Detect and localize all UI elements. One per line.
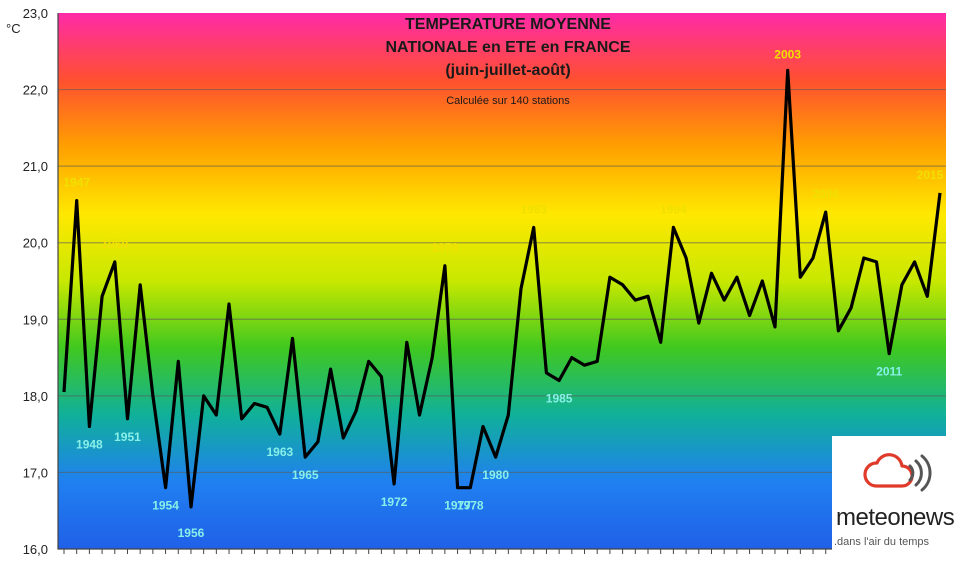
logo-tagline: .dans l'air du temps (834, 536, 930, 548)
year-label-1978: 1978 (457, 499, 484, 513)
year-label-1963: 1963 (266, 445, 293, 459)
y-tick-label: 22,0 (23, 83, 48, 98)
year-label-2006: 2006 (812, 187, 839, 201)
y-axis-unit: °C (6, 21, 21, 36)
cloud-signal-icon (863, 453, 932, 492)
chart-subtitle: Calculée sur 140 stations (446, 95, 570, 107)
series-line (62, 68, 942, 509)
year-label-1983: 1983 (520, 202, 547, 216)
year-label-1954: 1954 (152, 499, 179, 513)
year-label-1972: 1972 (381, 495, 408, 509)
year-label-1947: 1947 (63, 176, 90, 190)
plot-background (58, 13, 946, 549)
chart-title-line-2: NATIONALE en ETE en FRANCE (385, 39, 630, 56)
year-label-1994: 1994 (660, 202, 687, 216)
chart-title-line-3: (juin-juillet-août) (445, 62, 570, 79)
y-axis: 16,0 17,0 18,0 19,0 20,0 21,0 22,0 23,0 (23, 6, 946, 557)
grid-lines (58, 88, 946, 474)
year-label-2003: 2003 (774, 47, 801, 61)
y-tick-label: 23,0 (23, 6, 48, 21)
y-tick-label: 21,0 (23, 159, 48, 174)
y-tick-label: 17,0 (23, 465, 48, 480)
meteonews-logo: meteonews .dans l'air du temps (832, 436, 967, 562)
year-label-1977: 1977 (444, 499, 471, 513)
chart-title-line-1: TEMPERATURE MOYENNE (405, 16, 611, 33)
logo-wordmark: meteonews (836, 504, 955, 531)
y-tick-label: 18,0 (23, 389, 48, 404)
year-label-1976: 1976 (432, 241, 459, 255)
year-label-1965: 1965 (292, 468, 319, 482)
year-label-1948: 1948 (76, 437, 103, 451)
year-label-1950: 1950 (101, 237, 128, 251)
year-label-2011: 2011 (876, 365, 902, 379)
year-label-1951: 1951 (114, 430, 141, 444)
x-axis-ticks (63, 549, 941, 554)
year-label-1980: 1980 (482, 468, 509, 482)
y-tick-label: 20,0 (23, 236, 48, 251)
y-tick-label: 16,0 (23, 542, 48, 557)
year-label-1985: 1985 (546, 392, 573, 406)
axis-lines (57, 13, 946, 550)
year-label-1956: 1956 (178, 526, 205, 540)
year-label-2015: 2015 (917, 168, 944, 182)
year-annotations: 1947 1948 1950 1951 1954 1956 1963 1965 1972 1976… (63, 47, 943, 539)
y-tick-label: 19,0 (23, 312, 48, 327)
